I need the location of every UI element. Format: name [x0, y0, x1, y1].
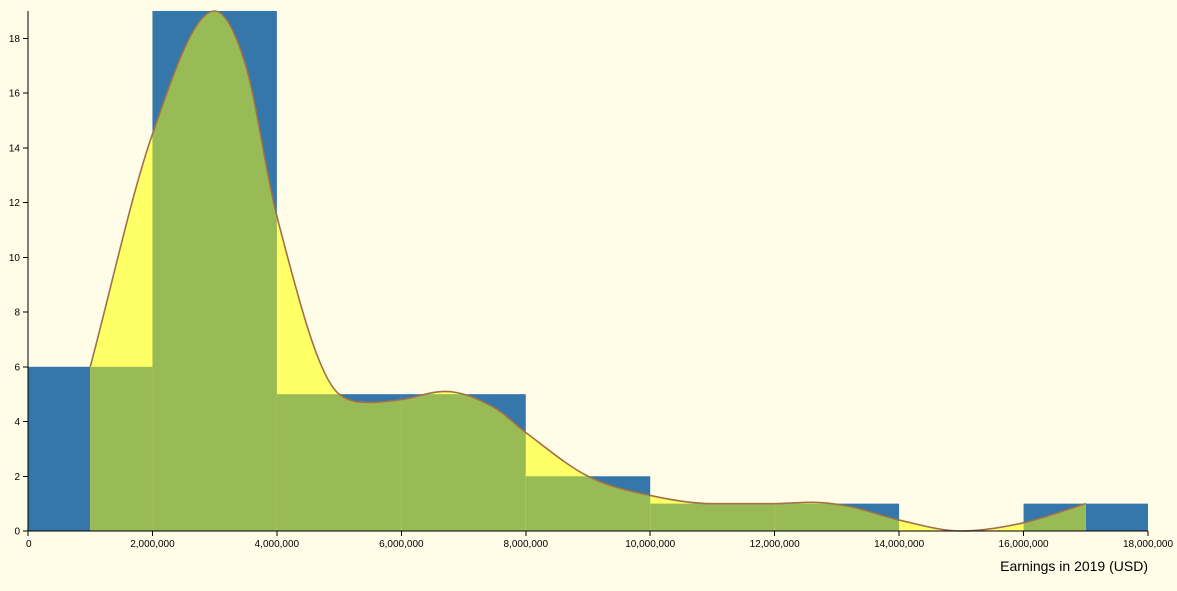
y-tick-label: 16	[9, 89, 21, 100]
histogram-bar-overlap	[401, 394, 526, 531]
histogram-bar-overlap	[650, 503, 775, 531]
x-tick-label: 4,000,000	[255, 539, 300, 550]
y-tick-label: 0	[14, 527, 20, 538]
y-axis: 0 2 4 6 8 10 12 14 16 18	[9, 11, 29, 538]
y-tick-label: 18	[9, 34, 21, 45]
bar-curve-overlap	[90, 11, 1086, 531]
y-tick-label: 14	[9, 143, 21, 154]
x-axis: 0 2,000,000 4,000,000 6,000,000 8,000,000 10,…	[26, 530, 1173, 550]
x-axis-title: Earnings in 2019 (USD)	[1000, 558, 1148, 574]
x-tick-label: 12,000,000	[750, 539, 800, 550]
x-tick-label: 18,000,000	[1123, 539, 1173, 550]
density-curve-line	[89, 10, 1087, 532]
x-tick-label: 14,000,000	[874, 539, 924, 550]
x-tick-label: 2,000,000	[130, 539, 175, 550]
x-tick-label: 16,000,000	[999, 539, 1049, 550]
x-tick-label: 10,000,000	[625, 539, 675, 550]
x-tick-label: 0	[26, 539, 32, 550]
y-tick-label: 8	[14, 308, 20, 319]
y-tick-label: 10	[9, 253, 21, 264]
y-tick-label: 6	[14, 362, 20, 373]
x-tick-label: 6,000,000	[379, 539, 424, 550]
y-tick-label: 4	[14, 417, 20, 428]
histogram-bar-overlap	[276, 394, 402, 531]
histogram-bar-overlap	[90, 366, 153, 531]
y-tick-label: 2	[14, 472, 20, 483]
x-tick-label: 8,000,000	[504, 539, 549, 550]
y-tick-label: 12	[9, 198, 21, 209]
